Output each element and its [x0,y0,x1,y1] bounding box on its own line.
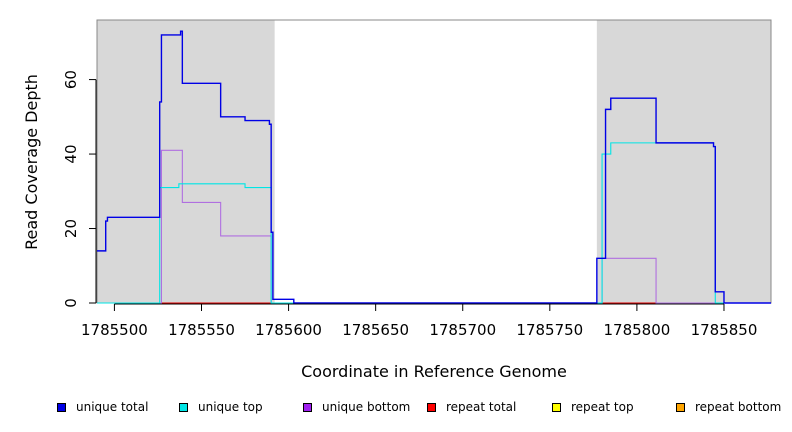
x-tick-label: 1785700 [429,321,496,339]
legend-item-repeat-total: repeat total [427,400,516,414]
legend-label: repeat total [446,400,517,414]
y-tick-label: 0 [62,298,80,308]
x-axis-label: Coordinate in Reference Genome [301,362,567,381]
series-layer [97,30,771,304]
y-tick-label: 60 [62,70,80,89]
legend-swatch [179,402,188,412]
x-tick-label: 1785850 [691,321,758,339]
legend-label: repeat bottom [695,400,782,414]
legend: unique total unique top unique bottom repea… [0,400,792,418]
legend-label: unique top [198,400,263,414]
shaded-region-2 [596,20,771,303]
series-unique-bottom [97,149,771,304]
x-tick-label: 1785550 [168,321,235,339]
x-tick-label: 1785650 [342,321,409,339]
legend-item-unique-bottom: unique bottom [303,400,410,414]
legend-swatch [552,402,561,412]
y-tick-label: 20 [62,219,80,238]
legend-swatch [57,402,66,412]
legend-label: unique bottom [322,400,411,414]
legend-label: unique total [76,400,149,414]
legend-swatch [676,402,685,412]
legend-item-repeat-top: repeat top [552,400,634,414]
x-tick-label: 1785600 [255,321,322,339]
series-unique-total [97,30,771,304]
legend-item-unique-total: unique total [57,400,148,414]
x-tick-label: 1785800 [603,321,670,339]
legend-swatch [303,402,312,412]
legend-swatch [427,402,436,412]
x-axis: 1785500 1785550 1785600 1785650 1785700 17857… [81,303,758,339]
legend-item-repeat-bottom: repeat bottom [676,400,781,414]
x-tick-label: 1785500 [81,321,148,339]
x-tick-label: 1785750 [516,321,583,339]
y-axis-label: Read Coverage Depth [22,74,41,250]
legend-label: repeat top [571,400,634,414]
legend-item-unique-top: unique top [179,400,263,414]
y-axis: 0 20 40 60 [62,70,97,308]
y-tick-label: 40 [62,145,80,164]
shaded-regions [97,20,771,303]
shaded-region-1 [97,20,275,303]
